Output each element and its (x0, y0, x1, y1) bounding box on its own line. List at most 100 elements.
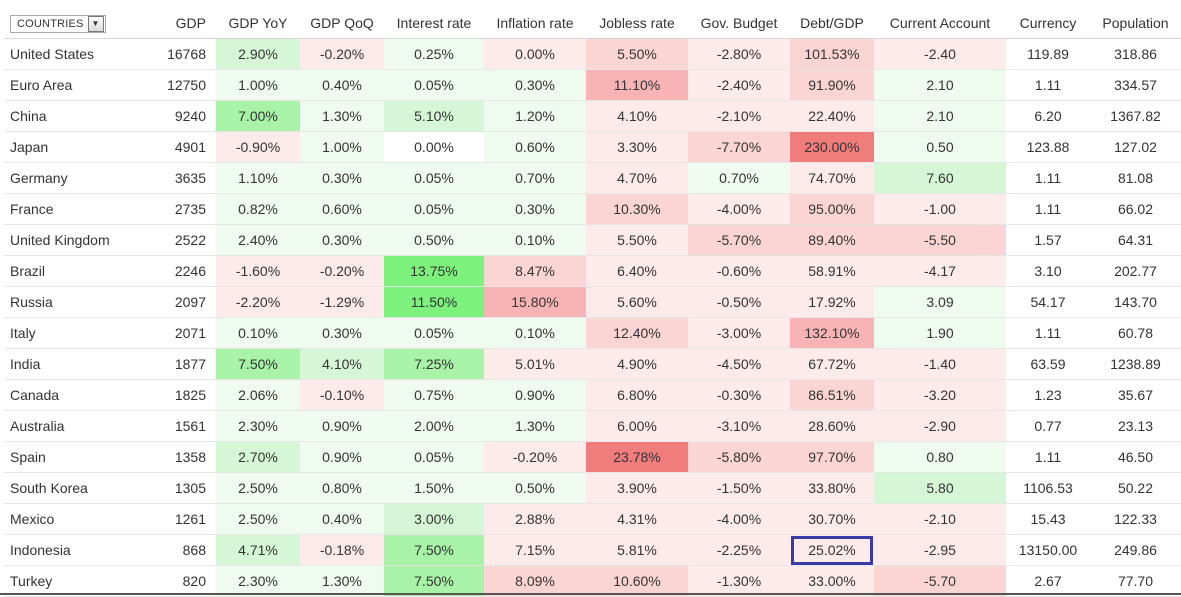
column-header-population[interactable]: Population (1102, 15, 1169, 31)
table-row[interactable]: Italy 2071 0.10% 0.30% 0.05% 0.10% 12.40% -3.00… (4, 317, 1181, 349)
table-row[interactable]: Turkey 820 2.30% 1.30% 7.50% 8.09% 10.60% -1.30… (4, 565, 1181, 597)
gdp-cell: 1561 (156, 410, 216, 442)
gdp-cell: 2071 (156, 317, 216, 349)
interest-rate-cell: 11.50% (384, 286, 484, 318)
interest-rate-cell: 7.25% (384, 348, 484, 380)
dropdown-arrow-icon[interactable]: ▼ (87, 15, 104, 32)
country-name-cell[interactable]: Mexico (4, 503, 156, 535)
countries-dropdown[interactable]: COUNTRIES ▼ (10, 14, 106, 33)
gdp-cell: 16768 (156, 38, 216, 70)
column-header-gdp-yoy[interactable]: GDP YoY (228, 15, 288, 31)
country-name-cell[interactable]: Brazil (4, 255, 156, 287)
column-header-interest-rate[interactable]: Interest rate (396, 15, 472, 31)
country-name-cell[interactable]: Japan (4, 131, 156, 163)
population-cell: 122.33 (1090, 503, 1181, 535)
column-header-inflation-rate[interactable]: Inflation rate (496, 15, 574, 31)
table-row[interactable]: France 2735 0.82% 0.60% 0.05% 0.30% 10.30% -4.0… (4, 193, 1181, 225)
gdp-yoy-cell: 2.90% (216, 38, 300, 70)
column-header-gdp-qoq[interactable]: GDP QoQ (310, 15, 374, 31)
column-header-currency[interactable]: Currency (1019, 15, 1077, 31)
current-account-cell: -2.40 (874, 38, 1006, 70)
interest-rate-cell: 5.10% (384, 100, 484, 132)
table-row[interactable]: Russia 2097 -2.20% -1.29% 11.50% 15.80% 5.60% -… (4, 286, 1181, 318)
interest-rate-cell: 0.50% (384, 224, 484, 256)
gov-budget-cell: -2.10% (688, 100, 790, 132)
current-account-cell: 5.80 (874, 472, 1006, 504)
table-row[interactable]: United States 16768 2.90% -0.20% 0.25% 0.00% 5… (4, 38, 1181, 70)
column-header-debt-gdp[interactable]: Debt/GDP (800, 15, 864, 31)
interest-rate-cell: 3.00% (384, 503, 484, 535)
table-row[interactable]: Canada 1825 2.06% -0.10% 0.75% 0.90% 6.80% -0.3… (4, 379, 1181, 411)
jobless-rate-cell: 3.30% (586, 131, 688, 163)
table-row[interactable]: Japan 4901 -0.90% 1.00% 0.00% 0.60% 3.30% -7.70… (4, 131, 1181, 163)
gdp-qoq-cell: 1.30% (300, 100, 384, 132)
debt-gdp-cell: 28.60% (790, 410, 874, 442)
gdp-cell: 2246 (156, 255, 216, 287)
country-name-cell[interactable]: United Kingdom (4, 224, 156, 256)
column-header-gdp[interactable]: GDP (175, 15, 206, 31)
column-header-current-account[interactable]: Current Account (889, 15, 991, 31)
table-row[interactable]: Spain 1358 2.70% 0.90% 0.05% -0.20% 23.78% -5.8… (4, 441, 1181, 473)
jobless-rate-cell: 3.90% (586, 472, 688, 504)
inflation-rate-cell: 5.01% (484, 348, 586, 380)
gdp-qoq-cell: 0.90% (300, 410, 384, 442)
gdp-qoq-cell: -1.29% (300, 286, 384, 318)
table-row[interactable]: Australia 1561 2.30% 0.90% 2.00% 1.30% 6.00% -3… (4, 410, 1181, 442)
inflation-rate-cell: -0.20% (484, 441, 586, 473)
table-row[interactable]: Indonesia 868 4.71% -0.18% 7.50% 7.15% 5.81% -2… (4, 534, 1181, 566)
table-row[interactable]: Germany 3635 1.10% 0.30% 0.05% 0.70% 4.70% 0.70… (4, 162, 1181, 194)
interest-rate-cell: 7.50% (384, 565, 484, 597)
gov-budget-cell: -4.00% (688, 193, 790, 225)
gov-budget-cell: -0.30% (688, 379, 790, 411)
jobless-rate-cell: 4.70% (586, 162, 688, 194)
country-name-cell[interactable]: South Korea (4, 472, 156, 504)
population-cell: 46.50 (1090, 441, 1181, 473)
gdp-yoy-cell: 2.50% (216, 503, 300, 535)
country-name-cell[interactable]: Germany (4, 162, 156, 194)
country-name-cell[interactable]: India (4, 348, 156, 380)
column-header-gov-budget[interactable]: Gov. Budget (700, 15, 778, 31)
country-name-cell[interactable]: China (4, 100, 156, 132)
table-row[interactable]: United Kingdom 2522 2.40% 0.30% 0.50% 0.10% 5.… (4, 224, 1181, 256)
current-account-cell: -4.17 (874, 255, 1006, 287)
gdp-cell: 820 (156, 565, 216, 597)
debt-gdp-cell: 230.00% (790, 131, 874, 163)
country-name-cell[interactable]: Russia (4, 286, 156, 318)
jobless-rate-cell: 10.30% (586, 193, 688, 225)
currency-cell: 1.11 (1006, 441, 1090, 473)
jobless-rate-cell: 12.40% (586, 317, 688, 349)
country-name-cell[interactable]: Euro Area (4, 69, 156, 101)
table-row[interactable]: China 9240 7.00% 1.30% 5.10% 1.20% 4.10% -2.10%… (4, 100, 1181, 132)
debt-gdp-cell: 101.53% (790, 38, 874, 70)
currency-cell: 2.67 (1006, 565, 1090, 597)
interest-rate-cell: 0.05% (384, 69, 484, 101)
table-row[interactable]: Brazil 2246 -1.60% -0.20% 13.75% 8.47% 6.40% -0… (4, 255, 1181, 287)
population-cell: 1238.89 (1090, 348, 1181, 380)
inflation-rate-cell: 7.15% (484, 534, 586, 566)
jobless-rate-cell: 5.50% (586, 224, 688, 256)
table-row[interactable]: South Korea 1305 2.50% 0.80% 1.50% 0.50% 3.90%… (4, 472, 1181, 504)
table-row[interactable]: Euro Area 12750 1.00% 0.40% 0.05% 0.30% 11.10%… (4, 69, 1181, 101)
country-name-cell[interactable]: Canada (4, 379, 156, 411)
gdp-yoy-cell: 2.50% (216, 472, 300, 504)
country-name-cell[interactable]: Spain (4, 441, 156, 473)
table-row[interactable]: India 1877 7.50% 4.10% 7.25% 5.01% 4.90% -4.50%… (4, 348, 1181, 380)
country-name-cell[interactable]: Italy (4, 317, 156, 349)
table-row[interactable]: Mexico 1261 2.50% 0.40% 3.00% 2.88% 4.31% -4.00… (4, 503, 1181, 535)
currency-cell: 1.11 (1006, 193, 1090, 225)
currency-cell: 54.17 (1006, 286, 1090, 318)
currency-cell: 1.11 (1006, 317, 1090, 349)
debt-gdp-cell: 95.00% (790, 193, 874, 225)
country-name-cell[interactable]: United States (4, 38, 156, 70)
country-name-cell[interactable]: Turkey (4, 565, 156, 597)
country-name-cell[interactable]: France (4, 193, 156, 225)
current-account-cell: 7.60 (874, 162, 1006, 194)
country-name-cell[interactable]: Australia (4, 410, 156, 442)
column-header-jobless-rate[interactable]: Jobless rate (599, 15, 675, 31)
interest-rate-cell: 0.05% (384, 441, 484, 473)
country-name-cell[interactable]: Indonesia (4, 534, 156, 566)
currency-cell: 0.77 (1006, 410, 1090, 442)
debt-gdp-cell: 132.10% (790, 317, 874, 349)
gdp-cell: 3635 (156, 162, 216, 194)
inflation-rate-cell: 0.10% (484, 317, 586, 349)
